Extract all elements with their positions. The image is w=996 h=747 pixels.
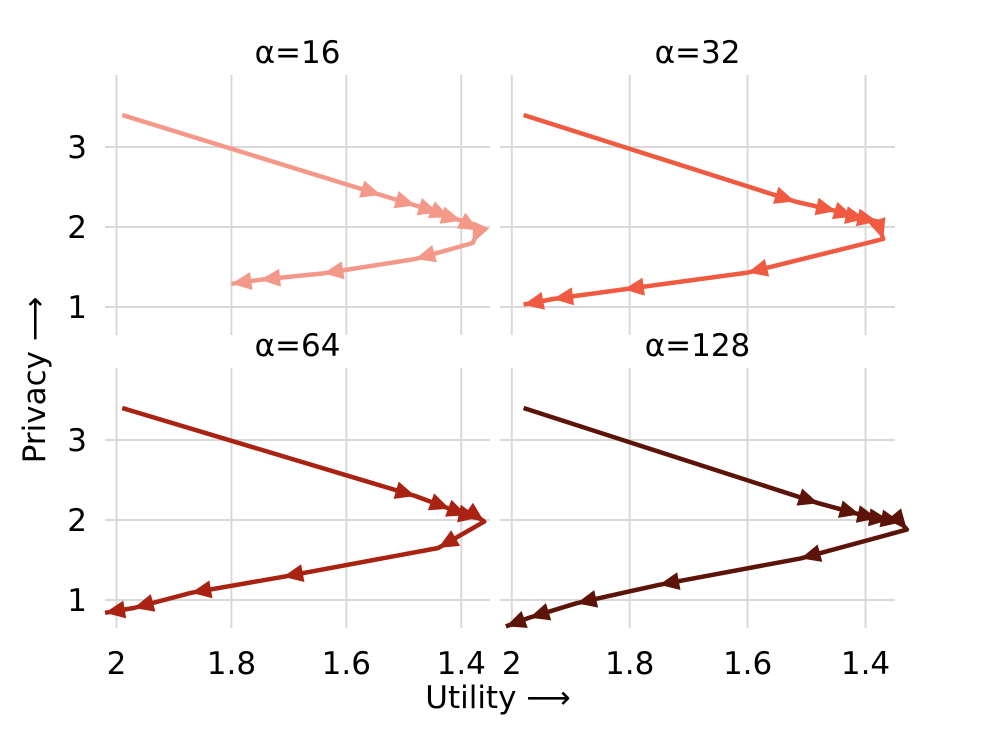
series-line: [104, 405, 487, 616]
arrow-marker: [523, 292, 545, 310]
arrow-marker: [868, 217, 886, 239]
arrow-marker: [393, 191, 416, 209]
x-axis-label: Utility ⟶: [425, 680, 570, 716]
x-tick-label: 1.6: [723, 646, 772, 682]
arrow-marker: [505, 610, 528, 628]
panel-title: α=64: [255, 328, 341, 364]
x-tick-label: 1.8: [605, 646, 654, 682]
arrow-marker: [439, 206, 462, 224]
arrow-marker: [415, 244, 437, 263]
y-axis-label: Privacy ⟶: [17, 297, 53, 464]
arrow-marker: [438, 530, 461, 548]
x-tick-label: 1.4: [841, 646, 890, 682]
arrow-marker: [623, 277, 645, 296]
arrow-marker: [393, 481, 416, 499]
panel-1: α=16 1 2 3: [67, 35, 490, 335]
arrow-marker: [868, 508, 890, 527]
arrow-marker: [427, 493, 450, 511]
x-tick-label: 2: [502, 646, 522, 682]
x-tick-label: 2: [107, 646, 127, 682]
arrow-marker: [800, 544, 823, 562]
y-tick-label: 1: [67, 290, 87, 326]
panel-title: α=16: [255, 35, 341, 71]
arrow-marker: [747, 259, 770, 277]
arrow-marker: [472, 221, 490, 243]
y-tick-label: 2: [67, 503, 87, 539]
arrow-marker: [837, 500, 860, 518]
arrow-marker: [553, 287, 575, 306]
y-tick-label: 3: [67, 130, 87, 166]
arrow-marker: [260, 268, 281, 287]
arrow-marker: [796, 488, 819, 506]
panel-4: α=128 2 1.8 1.6 1.4: [500, 328, 910, 682]
arrow-marker: [659, 572, 681, 590]
x-tick-label: 1.8: [207, 646, 256, 682]
arrow-marker: [772, 186, 795, 204]
arrow-marker: [283, 564, 305, 582]
arrow-marker: [462, 502, 485, 522]
arrow-marker: [133, 594, 156, 612]
arrow-marker: [814, 197, 837, 216]
panel-title: α=32: [655, 35, 741, 71]
arrow-marker: [576, 590, 599, 608]
arrow-marker: [231, 272, 253, 290]
arrow-marker: [323, 261, 345, 280]
y-tick-label: 2: [67, 210, 87, 246]
arrow-marker: [191, 580, 213, 599]
arrow-marker: [529, 603, 552, 621]
x-tick-label: 1.4: [437, 646, 486, 682]
x-tick-label: 1.6: [322, 646, 371, 682]
panel-2: α=32: [500, 35, 895, 335]
arrow-marker: [359, 180, 381, 198]
arrow-marker: [105, 600, 127, 619]
arrow-marker: [887, 508, 907, 530]
y-tick-label: 3: [67, 423, 87, 459]
y-tick-label: 1: [67, 583, 87, 619]
panel-title: α=128: [645, 328, 751, 364]
